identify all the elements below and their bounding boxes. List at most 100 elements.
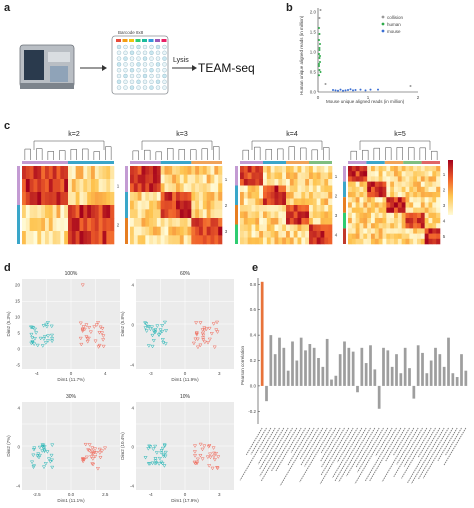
heatmap-cell <box>210 209 215 219</box>
panel-b-point-collision <box>324 83 327 85</box>
pca-point-cyan <box>29 341 34 346</box>
heatmap-cell <box>367 202 372 208</box>
heatmap-cell <box>397 192 402 198</box>
pca-point-red <box>97 451 102 455</box>
heatmap-cell <box>278 198 283 206</box>
heatmap-cell <box>405 202 410 208</box>
heatmap-cell <box>270 231 275 238</box>
heatmap-cell <box>359 233 364 240</box>
dendrogram-branch <box>213 146 220 160</box>
heatmap-cell <box>141 218 146 227</box>
pca-point-cyan <box>30 325 35 330</box>
heatmap-cell <box>149 192 154 201</box>
heatmap-cell <box>68 205 73 219</box>
heatmap-cell <box>312 224 317 232</box>
plate-well <box>129 79 135 85</box>
heatmap-cell <box>390 228 395 234</box>
heatmap-cell <box>363 186 368 193</box>
panel-b-point-human <box>318 49 321 51</box>
heatmap-cell <box>110 205 115 219</box>
heatmap-cell <box>106 218 111 232</box>
heatmap-cell <box>428 202 433 208</box>
heatmap-cell <box>297 198 302 206</box>
heatmap-cell <box>130 166 135 175</box>
heatmap-cell <box>160 192 165 201</box>
plate-well <box>149 85 154 90</box>
heatmap-cell <box>420 166 425 172</box>
panel-e-bar <box>330 379 333 386</box>
panel-e-category-label <box>401 427 432 479</box>
panel-b-point-mouse <box>342 89 344 92</box>
heatmap-cell <box>145 183 150 193</box>
heatmap-cell <box>255 192 260 199</box>
heatmap-cell <box>367 197 372 203</box>
pca-point-cyan <box>40 344 45 348</box>
heatmap-cell <box>172 218 177 227</box>
heatmap-cell <box>424 238 429 245</box>
heatmap-cell <box>394 176 399 182</box>
pca-point-red <box>206 445 211 449</box>
pca-point-cyan <box>44 325 49 329</box>
heatmap-cell <box>199 174 204 184</box>
pca-point-cyan <box>157 333 162 337</box>
pca-point-cyan <box>42 335 47 339</box>
pca-point-red <box>195 345 200 350</box>
heatmap-cell <box>409 202 414 208</box>
heatmap-cell <box>405 171 410 177</box>
plate-well <box>155 50 161 55</box>
heatmap-cell <box>160 200 165 210</box>
heatmap-cell <box>363 218 368 224</box>
heatmap-cell <box>432 202 437 208</box>
pca-point-cyan <box>157 456 162 461</box>
heatmap-cell <box>91 205 96 219</box>
heatmap-cell <box>293 231 298 238</box>
heatmap-cell <box>94 218 99 232</box>
pca-point-red <box>78 321 83 326</box>
plate-well <box>162 73 167 79</box>
heatmap-cell <box>41 205 46 219</box>
plate-well <box>149 67 154 73</box>
heatmap-cell <box>251 179 256 186</box>
pca-point-red <box>81 459 86 464</box>
heatmap-cell <box>397 233 402 240</box>
heatmap-cell <box>141 174 146 184</box>
heatmap-cell <box>309 185 314 193</box>
heatmap-cell <box>417 218 422 224</box>
heatmap-cell <box>255 237 260 245</box>
heatmap-cell <box>312 185 317 193</box>
heatmap-cell <box>60 192 65 206</box>
heatmap-cell <box>91 192 96 206</box>
pca-point-red <box>214 328 219 333</box>
heatmap-cell <box>206 192 211 201</box>
panel-e-ytick: 0.2 <box>250 358 257 363</box>
heatmap-cell <box>382 181 387 188</box>
heatmap-cell <box>206 174 211 184</box>
heatmap-cell <box>397 207 402 214</box>
panel-e-bar <box>273 354 277 386</box>
pca-point-red <box>92 325 97 329</box>
row-annotation <box>125 192 128 218</box>
plate-well <box>136 67 141 73</box>
heatmap-cell <box>255 166 260 173</box>
heatmap-cell <box>156 200 161 210</box>
pca-point-red <box>85 340 90 344</box>
panel-e-category-label <box>332 427 363 479</box>
plate-well <box>116 62 122 67</box>
panel-b-point-human <box>318 53 320 55</box>
heatmap-cell <box>29 231 34 245</box>
panel-e-bar <box>291 341 294 386</box>
row-annotation <box>343 197 346 213</box>
plate-well <box>162 85 167 90</box>
heatmap-cell <box>386 207 391 214</box>
heatmap-cell <box>282 224 287 232</box>
column-annotation <box>384 161 404 164</box>
heatmap-cell <box>401 223 406 229</box>
heatmap-cell <box>45 179 50 193</box>
pca-point-cyan <box>143 321 148 326</box>
panel-e-bar <box>360 347 364 386</box>
plate-well <box>123 73 128 79</box>
pca-point-cyan <box>40 443 45 447</box>
heatmap-cell <box>390 192 395 198</box>
panel-e-bar <box>338 354 342 386</box>
